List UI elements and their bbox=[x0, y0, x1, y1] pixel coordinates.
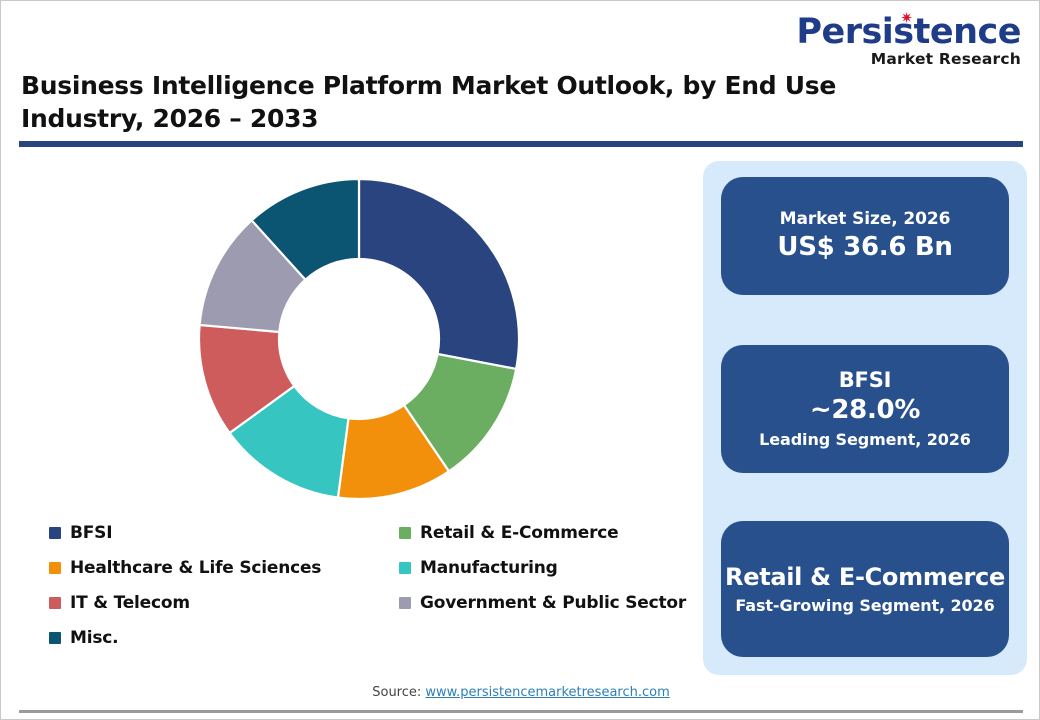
logo-star-icon: ✷ bbox=[900, 9, 913, 27]
legend-item-label: BFSI bbox=[70, 522, 113, 543]
legend-item-retail-e-commerce[interactable]: Retail & E-Commerce bbox=[399, 523, 699, 543]
legend-swatch-icon bbox=[399, 526, 411, 539]
logo-subtitle: Market Research bbox=[870, 50, 1021, 68]
legend-swatch-icon bbox=[399, 561, 411, 574]
legend-item-label: Government & Public Sector bbox=[420, 592, 687, 613]
legend-swatch-icon bbox=[49, 631, 61, 644]
donut-slice-misc[interactable] bbox=[250, 177, 361, 282]
leading-segment-card-value: ~28.0% bbox=[809, 395, 921, 426]
logo-wordmark-text: Persistence bbox=[796, 12, 1021, 52]
fast-growing-segment-card-caption: Fast-Growing Segment, 2026 bbox=[735, 595, 995, 615]
page-title: Business Intelligence Platform Market Ou… bbox=[21, 71, 837, 134]
highlights-panel: Market Size, 2026 US$ 36.6 Bn BFSI ~28.0… bbox=[703, 161, 1027, 675]
donut-chart-svg bbox=[197, 177, 521, 501]
chart-legend: BFSI Retail & E-Commerce Healthcare & Life… bbox=[49, 515, 699, 655]
legend-item-government-public-sector[interactable]: Government & Public Sector bbox=[399, 593, 699, 613]
legend-swatch-icon bbox=[49, 596, 61, 609]
legend-item-label: Manufacturing bbox=[420, 557, 558, 578]
logo-wordmark: Persistence ✷ bbox=[796, 11, 1021, 52]
legend-swatch-icon bbox=[399, 596, 411, 609]
header-divider bbox=[19, 141, 1023, 147]
legend-item-manufacturing[interactable]: Manufacturing bbox=[399, 558, 699, 578]
legend-item-bfsi[interactable]: BFSI bbox=[49, 523, 399, 543]
footer-divider bbox=[19, 710, 1023, 713]
legend-item-label: Healthcare & Life Sciences bbox=[70, 557, 322, 578]
legend-item-label: Retail & E-Commerce bbox=[420, 522, 619, 543]
market-size-card-value: US$ 36.6 Bn bbox=[777, 231, 953, 262]
leading-segment-card-caption: Leading Segment, 2026 bbox=[759, 430, 971, 450]
leading-segment-card-label: BFSI bbox=[838, 368, 892, 393]
donut-slice-bfsi[interactable] bbox=[357, 177, 521, 371]
leading-segment-card: BFSI ~28.0% Leading Segment, 2026 bbox=[721, 345, 1009, 473]
donut-chart bbox=[25, 159, 685, 509]
source-label: Source: bbox=[372, 685, 422, 700]
legend-item-healthcare-life-sciences[interactable]: Healthcare & Life Sciences bbox=[49, 558, 399, 578]
source-footer: Source: www.persistencemarketresearch.co… bbox=[1, 685, 1039, 700]
brand-logo: Persistence ✷ Market Research bbox=[796, 11, 1021, 68]
legend-item-it-telecom[interactable]: IT & Telecom bbox=[49, 593, 399, 613]
legend-item-label: Misc. bbox=[70, 627, 119, 648]
fast-growing-segment-card-value: Retail & E-Commerce bbox=[725, 562, 1005, 591]
source-link[interactable]: www.persistencemarketresearch.com bbox=[425, 685, 670, 700]
legend-swatch-icon bbox=[49, 561, 61, 574]
legend-item-label: IT & Telecom bbox=[70, 592, 190, 613]
legend-item-misc[interactable]: Misc. bbox=[49, 628, 399, 648]
legend-swatch-icon bbox=[49, 526, 61, 539]
market-size-card: Market Size, 2026 US$ 36.6 Bn bbox=[721, 177, 1009, 295]
market-size-card-label: Market Size, 2026 bbox=[779, 208, 951, 229]
fast-growing-segment-card: Retail & E-Commerce Fast-Growing Segment… bbox=[721, 521, 1009, 657]
